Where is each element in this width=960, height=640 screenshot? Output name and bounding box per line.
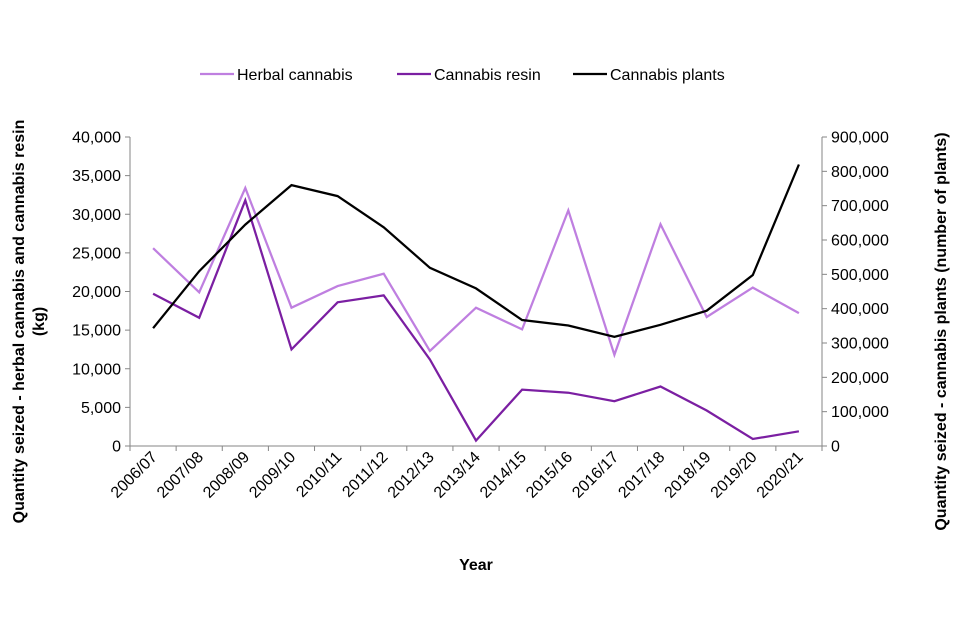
x-axis-title: Year xyxy=(459,557,493,574)
y-right-tick-label: 700,000 xyxy=(831,198,889,215)
y-right-tick-label: 100,000 xyxy=(831,404,889,421)
legend-label: Cannabis resin xyxy=(434,67,541,84)
legend-label: Cannabis plants xyxy=(610,67,725,84)
y-left-tick-label: 30,000 xyxy=(72,207,121,224)
y-right-tick-label: 800,000 xyxy=(831,164,889,181)
legend: Herbal cannabis Cannabis resin Cannabis pl… xyxy=(200,67,725,84)
y-left-tick-label: 25,000 xyxy=(72,245,121,262)
x-tick-label: 2010/11 xyxy=(293,449,345,501)
legend-item-cannabis-plants: Cannabis plants xyxy=(573,67,725,84)
x-tick-label: 2017/18 xyxy=(615,449,668,502)
x-tick-label: 2020/21 xyxy=(754,449,807,502)
x-tick-label: 2016/17 xyxy=(569,449,622,502)
y-axis-right-title: Quantity seized - cannabis plants (numbe… xyxy=(933,132,950,530)
series-line-cannabis-plants xyxy=(152,164,800,338)
x-tick-label: 2013/14 xyxy=(431,449,484,502)
x-tick-label: 2012/13 xyxy=(385,449,438,502)
y-right-tick-label: 600,000 xyxy=(831,233,889,250)
x-tick-label: 2015/16 xyxy=(523,449,576,502)
y-left-tick-label: 20,000 xyxy=(72,284,121,301)
legend-label: Herbal cannabis xyxy=(237,67,353,84)
y-right-tick-label: 900,000 xyxy=(831,130,889,147)
y-left-tick-label: 5,000 xyxy=(81,400,121,417)
y-right-tick-label: 500,000 xyxy=(831,267,889,284)
x-tick-label: 2006/07 xyxy=(108,449,161,502)
y-left-tick-label: 15,000 xyxy=(72,323,121,340)
y-right-tick-label: 200,000 xyxy=(831,370,889,387)
series-line-cannabis-resin xyxy=(152,196,800,443)
x-tick-label: 2019/20 xyxy=(708,449,761,502)
series-line-herbal-cannabis xyxy=(152,185,800,359)
y-left-tick-label: 40,000 xyxy=(72,130,121,147)
y-left-tick-label: 0 xyxy=(112,439,121,456)
x-tick-label: 2009/10 xyxy=(246,449,299,502)
series-lines xyxy=(152,164,800,443)
y-left-tick-label: 10,000 xyxy=(72,361,121,378)
y-left-tick-label: 35,000 xyxy=(72,168,121,185)
y-axis-left-title: Quantity seized - herbal cannabis and ca… xyxy=(11,120,48,524)
x-tick-label: 2007/08 xyxy=(154,449,207,502)
x-tick-label: 2018/19 xyxy=(662,449,715,502)
x-tick-label: 2011/12 xyxy=(339,449,391,501)
legend-item-cannabis-resin: Cannabis resin xyxy=(397,67,541,84)
y-right-tick-label: 0 xyxy=(831,439,840,456)
x-tick-label: 2014/15 xyxy=(477,449,530,502)
y-right-tick-label: 400,000 xyxy=(831,301,889,318)
legend-item-herbal-cannabis: Herbal cannabis xyxy=(200,67,353,84)
x-tick-label: 2008/09 xyxy=(200,449,253,502)
y-right-tick-label: 300,000 xyxy=(831,336,889,353)
